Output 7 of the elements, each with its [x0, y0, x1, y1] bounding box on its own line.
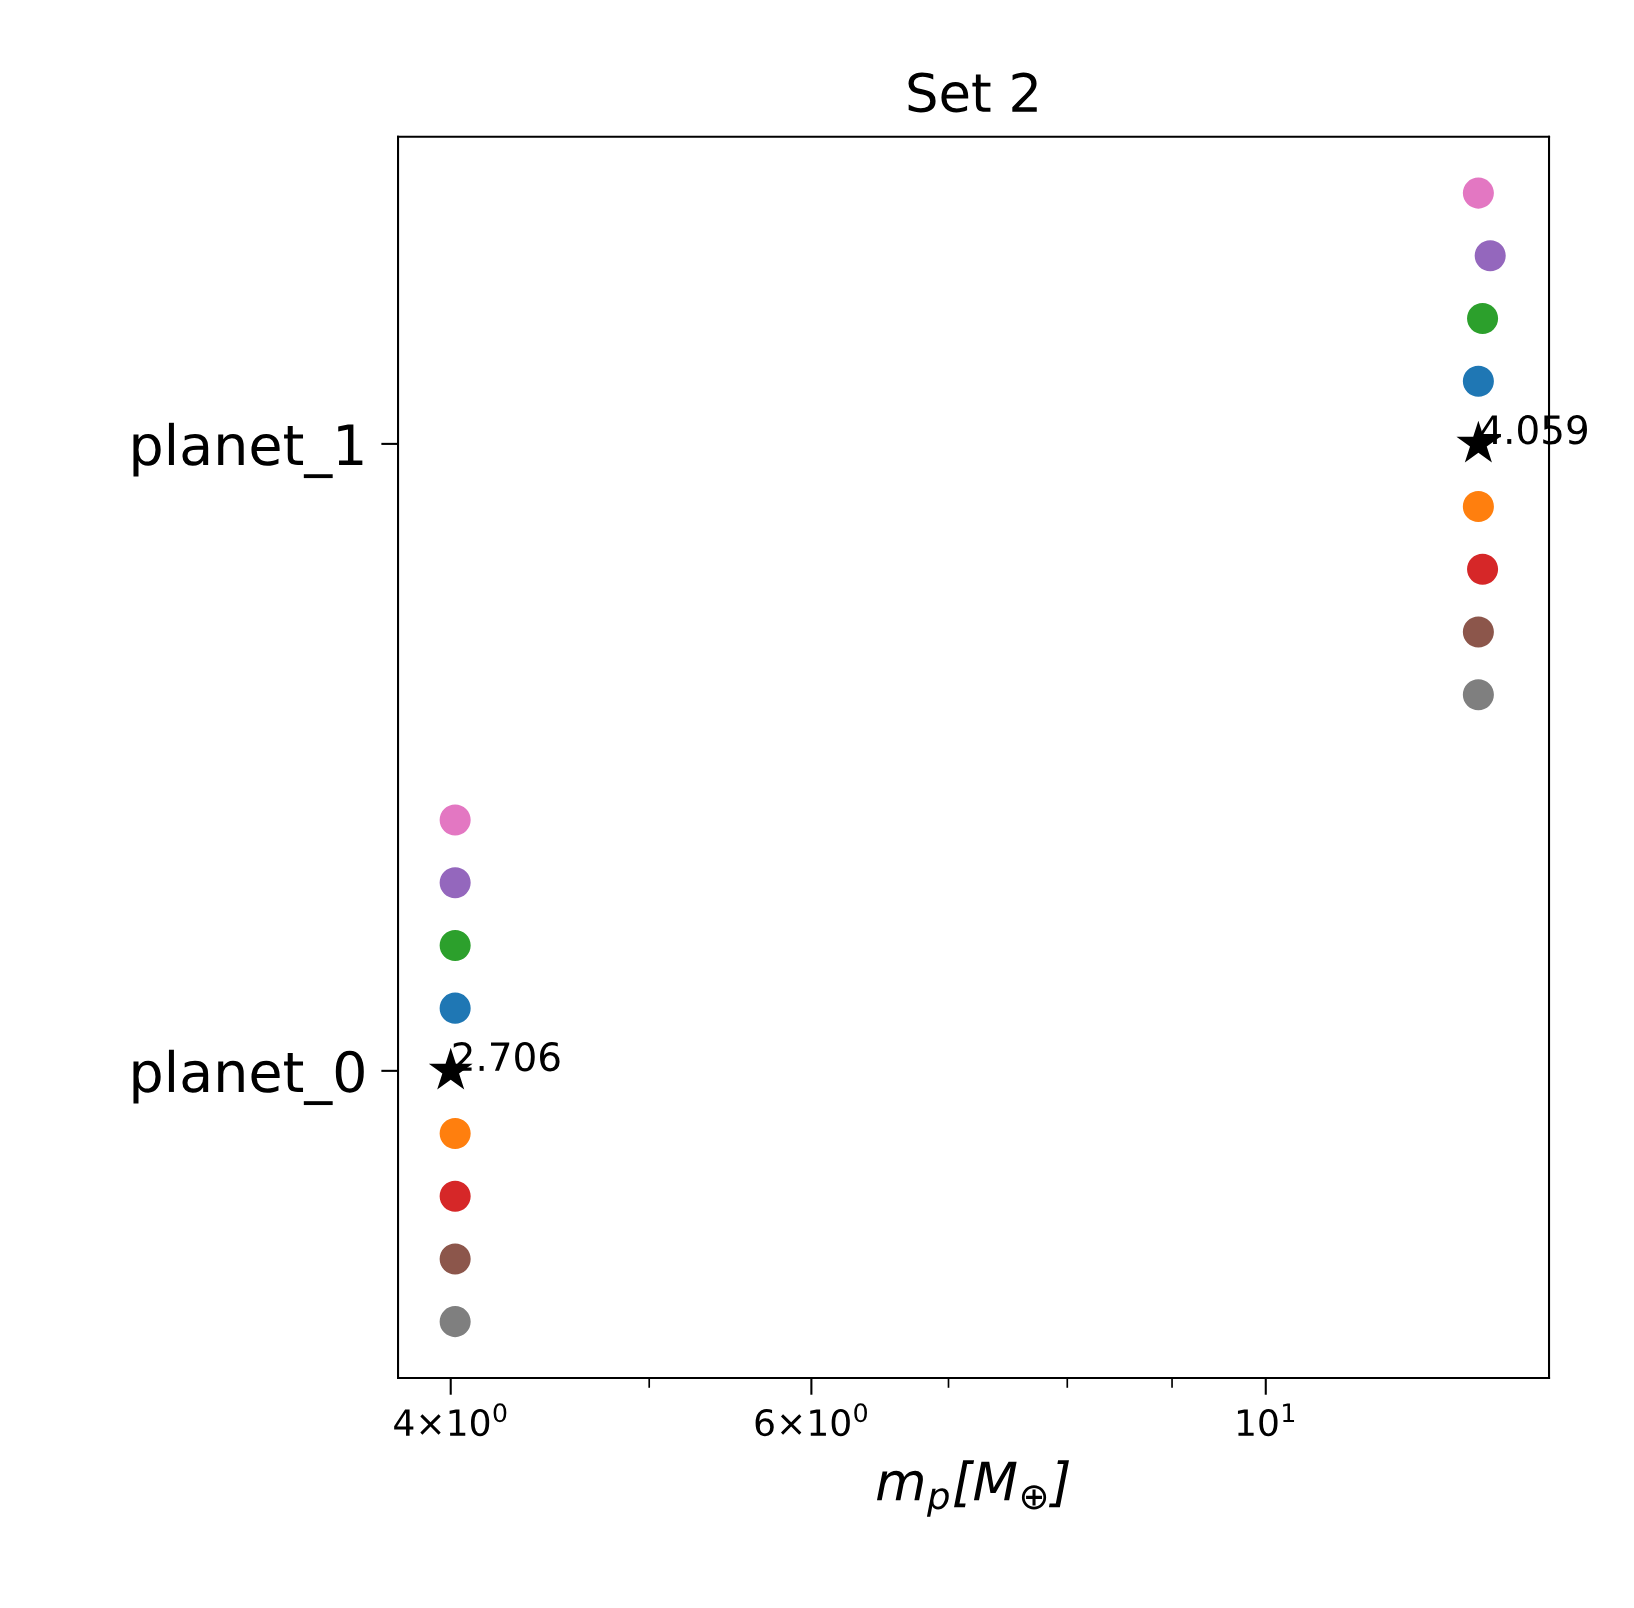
chart-title: Set 2: [908, 72, 1037, 113]
x-tick-label: 6×10$^{0}$: [755, 1403, 867, 1437]
x-tick-label: 4×10$^{0}$: [394, 1403, 507, 1437]
y-tick-label: planet_1: [133, 422, 363, 479]
x-tick-label: 10$^{1}$: [1237, 1403, 1295, 1437]
y-tick-label: planet_0: [133, 1049, 364, 1106]
x-axis-title: m$_{p}$[M$_{⊕}$]: [876, 1460, 1069, 1517]
